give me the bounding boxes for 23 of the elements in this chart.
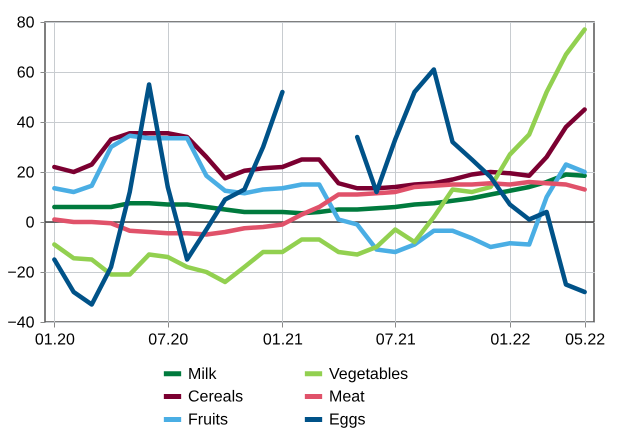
y-tick-label: 20 — [16, 164, 35, 182]
y-tick-label: −40 — [7, 314, 35, 332]
line-series — [52, 134, 587, 254]
y-tick-label: −20 — [7, 264, 35, 282]
x-tick-label: 07.21 — [376, 332, 416, 348]
legend-label: Cereals — [188, 388, 244, 406]
x-tick-label: 01.21 — [262, 332, 304, 348]
legend-label: Fruits — [188, 412, 228, 428]
line-series — [52, 107, 587, 190]
legend-label: Meat — [329, 388, 366, 406]
x-tick-label: 01.22 — [490, 332, 530, 348]
y-tick-label: 40 — [16, 114, 35, 132]
line-series — [52, 180, 587, 237]
y-tick-label: 80 — [16, 14, 35, 32]
x-tick-label: 07.20 — [148, 332, 188, 348]
y-tick-label: 0 — [26, 214, 35, 232]
line-series — [52, 27, 587, 284]
x-tick-label: 05.22 — [565, 332, 606, 348]
legend-label: Milk — [188, 366, 218, 383]
legend-label: Eggs — [329, 412, 366, 428]
y-tick-label: 60 — [16, 64, 35, 82]
legend-label: Vegetables — [329, 366, 408, 383]
x-tick-label: 01.20 — [34, 332, 75, 348]
